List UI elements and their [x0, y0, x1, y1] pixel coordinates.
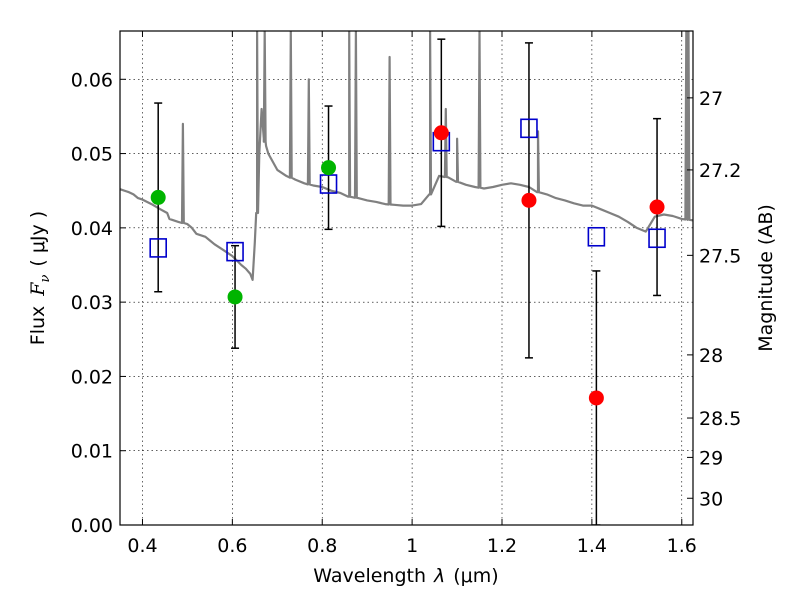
- model-spectrum: [120, 31, 693, 281]
- y-axis-symbol: F: [27, 282, 49, 297]
- axis-ticks: 0.4 0.6 0.8 1 1.2 1.4 1.6 0.00 0.01 0.02 0.03 0.04 0…: [71, 31, 741, 557]
- y-axis-subscript: ν: [38, 275, 53, 283]
- model-square-marker: [587, 226, 606, 247]
- x-axis-symbol: λ: [433, 565, 445, 587]
- x-tick-label: 1.4: [577, 535, 607, 557]
- y-axis-label: Flux: [27, 306, 49, 346]
- y-tick-label: 0.03: [71, 292, 113, 314]
- model-square-marker: [520, 118, 538, 139]
- y-tick-label: 0.04: [71, 218, 113, 240]
- error-bars: [154, 38, 662, 525]
- x-tick-label: 1: [406, 535, 418, 557]
- spectrum-line: [120, 31, 693, 281]
- y-tick-label: 0.00: [71, 515, 113, 537]
- x-tick-label: 1.6: [667, 535, 697, 557]
- y-tick-label: 0.06: [71, 69, 113, 91]
- x-axis-unit: (μm): [453, 565, 498, 587]
- observed-point: [521, 192, 537, 208]
- model-square-marker: [149, 238, 167, 258]
- y2-tick-label: 28.5: [699, 408, 741, 430]
- x-tick-label: 0.6: [217, 535, 247, 557]
- model-square-marker: [226, 241, 244, 262]
- observed-point: [433, 125, 449, 141]
- y2-tick-label: 30: [699, 488, 723, 510]
- model-square-marker: [648, 228, 666, 249]
- y2-tick-label: 28: [699, 345, 723, 367]
- y-axis-unit: ( μJy ): [27, 211, 49, 267]
- grid-lines: [120, 31, 693, 526]
- x-tick-label: 0.8: [307, 535, 337, 557]
- y2-tick-label: 29: [699, 447, 723, 469]
- x-tick-label: 0.4: [127, 535, 157, 557]
- y2-tick-label: 27: [699, 88, 723, 110]
- data-markers: [149, 118, 666, 406]
- observed-point: [321, 160, 337, 176]
- observed-point: [588, 390, 604, 406]
- y2-axis-title: Magnitude (AB): [755, 204, 777, 352]
- y2-tick-label: 27.2: [699, 160, 741, 182]
- x-axis-label: Wavelength: [313, 565, 426, 587]
- x-tick-label: 1.2: [487, 535, 517, 557]
- y2-tick-label: 27.5: [699, 245, 741, 267]
- x-axis-title: Wavelength λ (μm): [313, 565, 498, 587]
- y-tick-label: 0.01: [71, 441, 113, 463]
- observed-point: [150, 189, 166, 205]
- y-axis-title: Flux Fν ( μJy ): [27, 211, 53, 345]
- observed-point: [649, 199, 665, 215]
- y-tick-label: 0.05: [71, 144, 113, 166]
- observed-point: [227, 289, 243, 305]
- y-tick-label: 0.02: [71, 366, 113, 388]
- plot-frame: [119, 30, 694, 526]
